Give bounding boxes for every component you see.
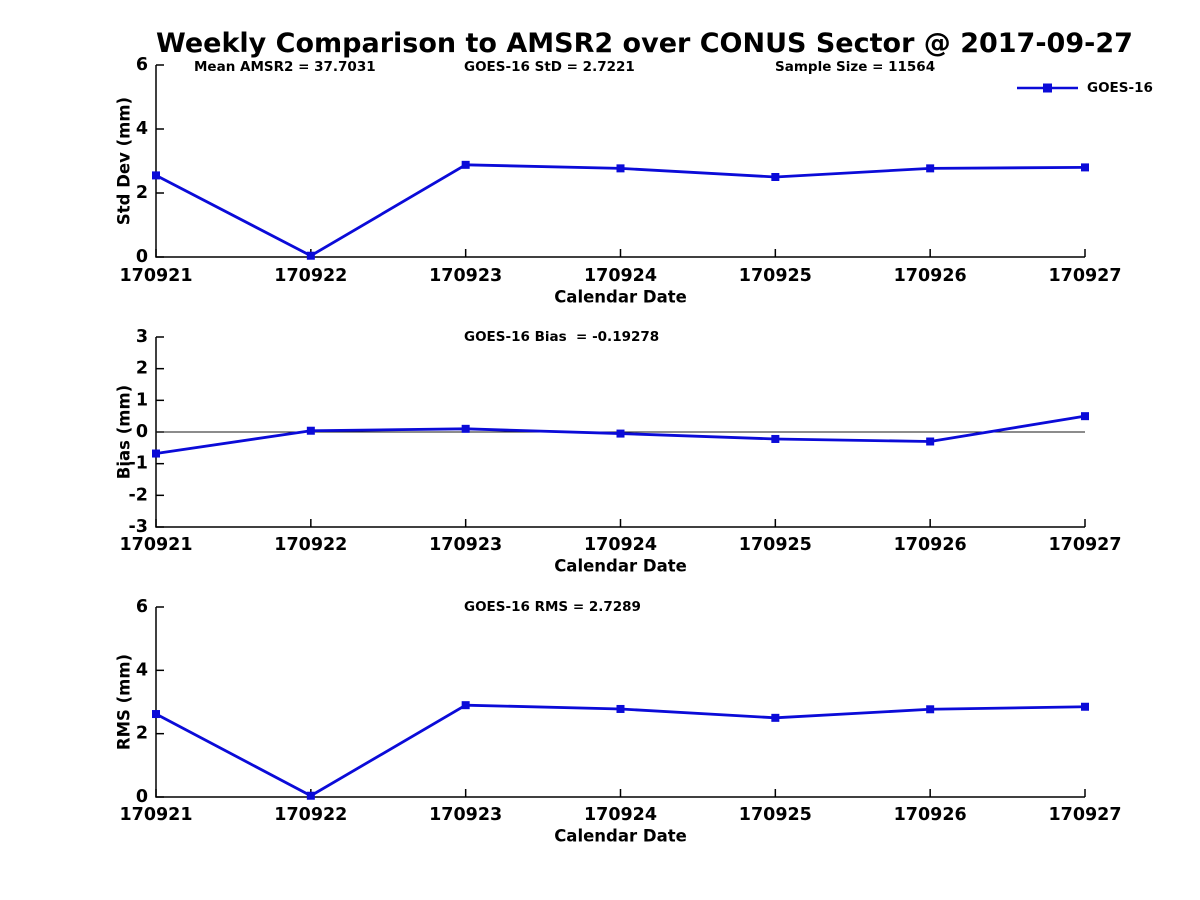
x-tick-label: 170923 [429,805,502,825]
x-tick-label: 170925 [739,805,812,825]
rms-panel-axes [155,607,1085,798]
x-tick-label: 170924 [584,535,657,555]
x-tick-label: 170926 [894,266,967,286]
y-tick-label: 0 [136,247,148,267]
data-point-marker [616,164,625,173]
y-tick-label: -2 [129,485,148,505]
x-tick-label: 170923 [429,266,502,286]
figure-title: Weekly Comparison to AMSR2 over CONUS Se… [156,28,1133,59]
chart-annotation: GOES-16 Bias = -0.19278 [464,329,659,345]
data-point-marker [306,791,315,800]
x-tick-label: 170926 [894,805,967,825]
y-tick-label: 0 [136,787,148,807]
data-point-marker [1081,412,1089,421]
data-point-marker [616,704,625,713]
data-point-marker [926,164,935,173]
x-tick-label: 170927 [1048,535,1121,555]
y-axis-title: RMS (mm) [115,654,134,750]
y-tick-label: 4 [136,119,148,139]
data-point-marker [771,173,780,181]
data-line [155,163,1086,258]
legend-marker [1043,83,1052,93]
data-point-marker [771,434,780,443]
legend-label: GOES-16 [1087,80,1153,96]
x-tick-label: 170926 [894,535,967,555]
x-axis-title: Calendar Date [554,827,687,846]
chart-annotation: Mean AMSR2 = 37.7031 [194,59,376,75]
y-tick-label: 6 [136,55,148,75]
x-tick-label: 170921 [119,266,192,286]
y-tick-label: 2 [136,724,148,744]
y-tick-label: 1 [136,390,148,410]
y-axis-title: Std Dev (mm) [115,97,134,225]
x-tick-label: 170922 [274,266,347,286]
y-tick-label: 6 [136,597,148,617]
data-point-marker [1081,702,1089,711]
x-tick-label: 170922 [274,535,347,555]
x-tick-label: 170923 [429,535,502,555]
std-dev-panel-axes [155,65,1085,258]
x-tick-label: 170921 [119,535,192,555]
y-tick-label: 2 [136,359,148,379]
x-tick-label: 170927 [1048,805,1121,825]
y-tick-label: 4 [136,660,148,680]
data-point-marker [771,713,780,722]
data-point-marker [306,251,315,260]
y-tick-label: -1 [129,454,148,474]
data-point-marker [926,705,935,714]
chart-annotation: Sample Size = 11564 [775,59,935,75]
x-axis-title: Calendar Date [554,557,687,576]
data-point-marker [1081,163,1089,172]
x-tick-label: 170922 [274,805,347,825]
data-point-marker [306,426,315,435]
chart-annotation: GOES-16 RMS = 2.7289 [464,599,641,615]
x-tick-label: 170927 [1048,266,1121,286]
data-point-marker [461,424,470,433]
x-tick-label: 170925 [739,266,812,286]
y-tick-label: 3 [136,327,148,347]
chart-annotation: GOES-16 StD = 2.7221 [464,59,635,75]
y-tick-label: 0 [136,422,148,442]
data-point-marker [616,429,625,438]
x-axis-title: Calendar Date [554,288,687,307]
x-tick-label: 170925 [739,535,812,555]
data-point-marker [152,449,160,458]
data-point-marker [926,437,935,446]
data-point-marker [152,710,160,719]
data-line [155,703,1086,798]
data-point-marker [152,171,160,180]
y-tick-label: 2 [136,183,148,203]
data-point-marker [461,160,470,169]
x-tick-label: 170924 [584,805,657,825]
data-point-marker [461,701,470,710]
y-tick-label: -3 [129,517,148,537]
y-axis-title: Bias (mm) [115,385,134,479]
x-tick-label: 170924 [584,266,657,286]
x-tick-label: 170921 [119,805,192,825]
